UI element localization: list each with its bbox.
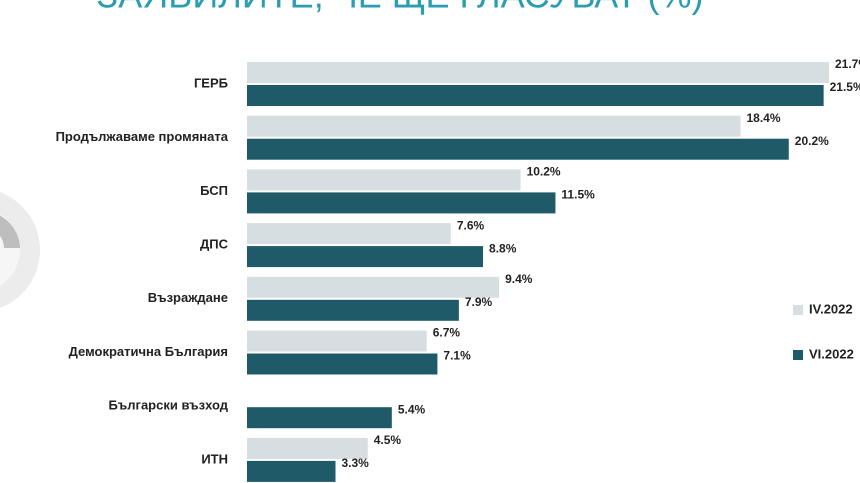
category-label: Български възход [108,398,228,413]
value-label: 7.1% [443,349,471,363]
bar [247,460,336,482]
value-label: 20.2% [795,134,829,148]
category-label: ГЕРБ [194,75,228,90]
value-label: 7.6% [457,218,485,232]
bar [247,276,500,298]
value-label: 4.5% [374,433,402,447]
bar [247,138,789,160]
legend-label: VI.2022 [809,346,854,361]
category-label: БСП [200,183,228,198]
legend-swatch [793,305,803,315]
bar [247,353,438,375]
bar [247,85,824,106]
category-label: ИТН [201,451,228,466]
value-label: 3.3% [342,456,370,470]
category-label: Продължаваме промяната [56,129,229,144]
value-label: 5.4% [398,402,426,416]
category-label: Възраждане [148,290,228,305]
bar [247,330,427,352]
value-label: 18.4% [746,111,780,125]
legend-label: IV.2022 [809,301,853,316]
chart-title: ЗАЯВИЛИТЕ, ЧЕ ЩЕ ГЛАСУВАТ (%) [97,0,704,16]
bar [247,299,459,321]
value-label: 21.7% [835,57,860,71]
value-label: 21.5% [830,80,860,94]
bar [247,437,368,459]
bar [247,62,829,83]
bar [247,192,556,214]
value-label: 11.5% [561,188,595,202]
bar [247,246,484,268]
value-label: 8.8% [489,241,517,255]
bar [247,223,451,245]
category-label: Демократична България [69,344,228,359]
value-label: 10.2% [527,165,561,179]
value-label: 7.9% [465,295,493,309]
value-label: 9.4% [505,272,533,286]
legend-swatch [793,350,803,360]
category-label: ДПС [200,237,229,252]
bar [247,115,741,137]
value-label: 6.7% [433,326,461,340]
bar [247,169,521,191]
bar [247,407,392,429]
decoration [0,215,20,248]
